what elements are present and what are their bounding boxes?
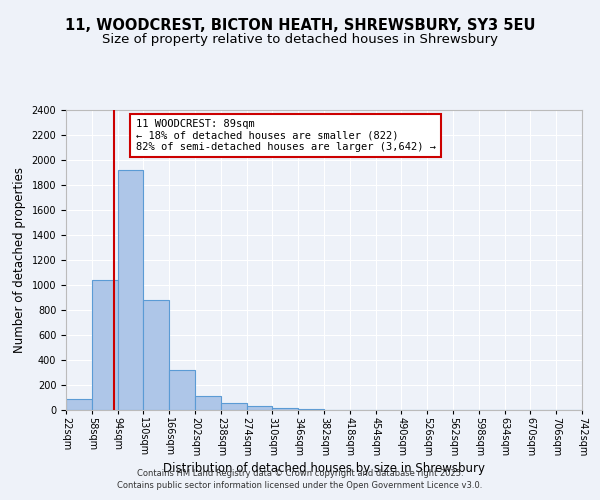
Bar	[92, 280, 118, 410]
X-axis label: Distribution of detached houses by size in Shrewsbury: Distribution of detached houses by size …	[163, 462, 485, 475]
Text: Size of property relative to detached houses in Shrewsbury: Size of property relative to detached ho…	[102, 32, 498, 46]
Text: 11 WOODCREST: 89sqm
← 18% of detached houses are smaller (822)
82% of semi-detac: 11 WOODCREST: 89sqm ← 18% of detached ho…	[136, 119, 436, 152]
Y-axis label: Number of detached properties: Number of detached properties	[13, 167, 26, 353]
Bar	[221, 403, 247, 410]
Text: Contains public sector information licensed under the Open Government Licence v3: Contains public sector information licen…	[118, 481, 482, 490]
Bar	[143, 300, 169, 410]
Text: Contains HM Land Registry data © Crown copyright and database right 2025.: Contains HM Land Registry data © Crown c…	[137, 468, 463, 477]
Text: 11, WOODCREST, BICTON HEATH, SHREWSBURY, SY3 5EU: 11, WOODCREST, BICTON HEATH, SHREWSBURY,…	[65, 18, 535, 32]
Bar	[169, 370, 195, 410]
Bar	[247, 406, 272, 410]
Bar	[195, 396, 221, 410]
Bar	[118, 170, 143, 410]
Bar	[272, 408, 298, 410]
Bar	[66, 399, 92, 410]
